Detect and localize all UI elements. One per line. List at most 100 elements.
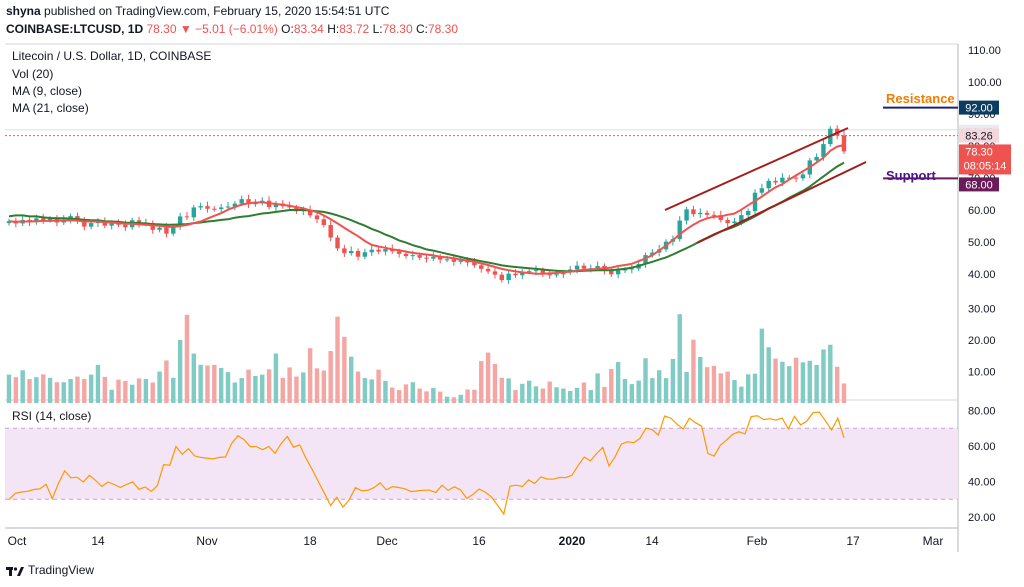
volume-bar bbox=[479, 361, 484, 403]
volume-bar bbox=[20, 370, 25, 403]
volume-bar bbox=[376, 369, 381, 403]
volume-bar bbox=[650, 378, 655, 403]
volume-bar bbox=[800, 362, 806, 403]
candle-body bbox=[123, 224, 128, 228]
volume-bar bbox=[739, 386, 744, 403]
volume-tick-label: 20.00 bbox=[968, 335, 996, 347]
x-tick-label: 16 bbox=[472, 534, 486, 548]
candle-body bbox=[314, 215, 320, 220]
support-label: Support bbox=[886, 168, 936, 183]
open-value: 83.34 bbox=[293, 22, 324, 36]
candle-body bbox=[102, 221, 108, 226]
volume-bar bbox=[34, 377, 39, 403]
volume-bar bbox=[362, 378, 368, 403]
candle-body bbox=[150, 223, 155, 230]
candle-body bbox=[376, 249, 381, 252]
volume-bar bbox=[27, 379, 32, 403]
candle-body bbox=[499, 274, 504, 281]
volume-bar bbox=[383, 380, 388, 403]
publisher-user[interactable]: shyna bbox=[6, 4, 41, 18]
legend-ma9[interactable]: MA (9, close) bbox=[12, 84, 82, 98]
tradingview-brand: TradingView bbox=[28, 563, 95, 577]
volume-bar bbox=[766, 347, 771, 403]
x-tick-label: Nov bbox=[196, 534, 217, 548]
x-tick-label: 2020 bbox=[559, 534, 586, 548]
volume-bar bbox=[335, 316, 340, 403]
candle-body bbox=[485, 268, 491, 272]
candle-body bbox=[506, 273, 511, 281]
tradingview-footer[interactable]: TradingView bbox=[6, 563, 94, 577]
volume-bar bbox=[732, 380, 737, 403]
candle-body bbox=[609, 270, 614, 275]
candle-body bbox=[239, 199, 244, 204]
candle-body bbox=[547, 274, 552, 276]
volume-bar bbox=[814, 364, 819, 403]
volume-bar bbox=[294, 376, 299, 403]
volume-bar bbox=[540, 388, 546, 403]
volume-bar bbox=[287, 367, 292, 403]
volume-bars bbox=[6, 314, 847, 403]
volume-bar bbox=[554, 387, 559, 403]
volume-bar bbox=[602, 386, 607, 403]
volume-bar bbox=[451, 397, 457, 403]
candle-body bbox=[479, 265, 484, 269]
x-tick-label: Mar bbox=[923, 534, 944, 548]
volume-bar bbox=[725, 371, 730, 403]
price-tick-label: 110.00 bbox=[968, 45, 1001, 57]
volume-bar bbox=[821, 349, 826, 403]
volume-bar bbox=[191, 353, 197, 403]
resistance-badge-text: 92.00 bbox=[965, 103, 993, 115]
volume-bar bbox=[307, 348, 313, 403]
candle-body bbox=[451, 259, 457, 262]
volume-bar bbox=[656, 370, 662, 403]
volume-bar bbox=[787, 366, 792, 403]
candle-body bbox=[205, 206, 210, 209]
x-tick-label: 14 bbox=[91, 534, 105, 548]
chart-header: shyna published on TradingView.com, Febr… bbox=[0, 0, 1024, 46]
volume-bar bbox=[780, 361, 785, 403]
volume-bar bbox=[157, 371, 162, 403]
legend-volume[interactable]: Vol (20) bbox=[12, 67, 53, 81]
volume-bar bbox=[205, 365, 210, 403]
rsi-tick-label: 80.00 bbox=[968, 406, 996, 418]
low-label: L: bbox=[372, 22, 383, 36]
candle-body bbox=[718, 215, 724, 220]
high-label: H: bbox=[327, 22, 340, 36]
candle-body bbox=[47, 218, 53, 221]
candle-body bbox=[184, 216, 190, 218]
ma9-badge-text: 83.26 bbox=[965, 131, 993, 143]
volume-bar bbox=[225, 372, 231, 403]
candle-body bbox=[684, 209, 689, 221]
legend-title[interactable]: Litecoin / U.S. Dollar, 1D, COINBASE bbox=[12, 49, 211, 63]
candle-body bbox=[732, 221, 737, 224]
price-tick-label: 40.00 bbox=[968, 269, 996, 281]
x-tick-label: 18 bbox=[303, 534, 317, 548]
volume-bar bbox=[458, 394, 463, 403]
candle-body bbox=[780, 177, 785, 183]
candle-body bbox=[745, 210, 751, 216]
candle-body bbox=[396, 251, 402, 254]
volume-bar bbox=[184, 314, 190, 403]
symbol-label[interactable]: COINBASE:LTCUSD, 1D bbox=[6, 22, 144, 36]
candle-body bbox=[424, 257, 429, 259]
volume-bar bbox=[684, 371, 689, 403]
legend-rsi[interactable]: RSI (14, close) bbox=[12, 409, 91, 423]
candle-body bbox=[773, 180, 778, 183]
volume-bar bbox=[465, 389, 470, 403]
candle-body bbox=[218, 207, 224, 210]
candle-body bbox=[437, 256, 443, 260]
price-badges: 92.00 84.45 83.26 78.30 08:05:14 68.00 bbox=[959, 100, 1011, 192]
volume-bar bbox=[266, 369, 272, 403]
volume-bar bbox=[164, 360, 169, 403]
volume-bar bbox=[718, 373, 724, 403]
candle-body bbox=[725, 219, 730, 224]
candle-body bbox=[643, 255, 648, 265]
volume-bar bbox=[752, 373, 758, 403]
x-tick-label: 14 bbox=[645, 534, 659, 548]
volume-bar bbox=[663, 378, 669, 403]
volume-bar bbox=[260, 374, 265, 403]
legend-ma21[interactable]: MA (21, close) bbox=[12, 101, 89, 115]
candle-body bbox=[328, 225, 333, 238]
candle-body bbox=[362, 252, 368, 257]
